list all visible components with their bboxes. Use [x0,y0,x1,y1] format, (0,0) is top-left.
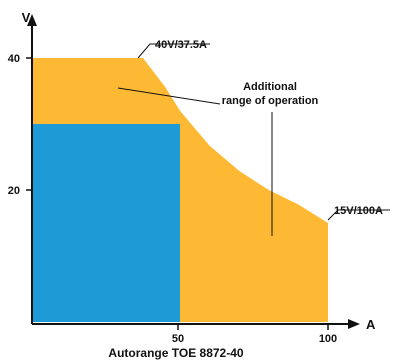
leader-line-right-corner [327,209,390,221]
chart-caption: Autorange TOE 8872-40 [108,346,243,360]
base-range-region [32,124,180,322]
annotation-additional-line1: Additional [243,81,297,93]
x-axis-arrow [348,319,360,329]
y-tick-label-20: 20 [8,185,20,197]
y-axis-arrow [27,14,37,26]
leader-line-additional-1 [117,87,221,105]
plot-area [32,58,328,322]
y-axis-label: V [22,10,31,25]
x-tick-label-50: 50 [172,333,184,345]
x-tick-label-100: 100 [319,333,337,345]
x-axis-label: A [366,317,376,332]
annotation-right-corner: 15V/100A [334,205,383,217]
leader-line-top-corner [137,43,210,59]
y-tick-label-40: 40 [8,53,20,65]
annotation-additional-line2: range of operation [222,95,319,107]
annotation-top-corner: 40V/37.5A [155,39,207,51]
